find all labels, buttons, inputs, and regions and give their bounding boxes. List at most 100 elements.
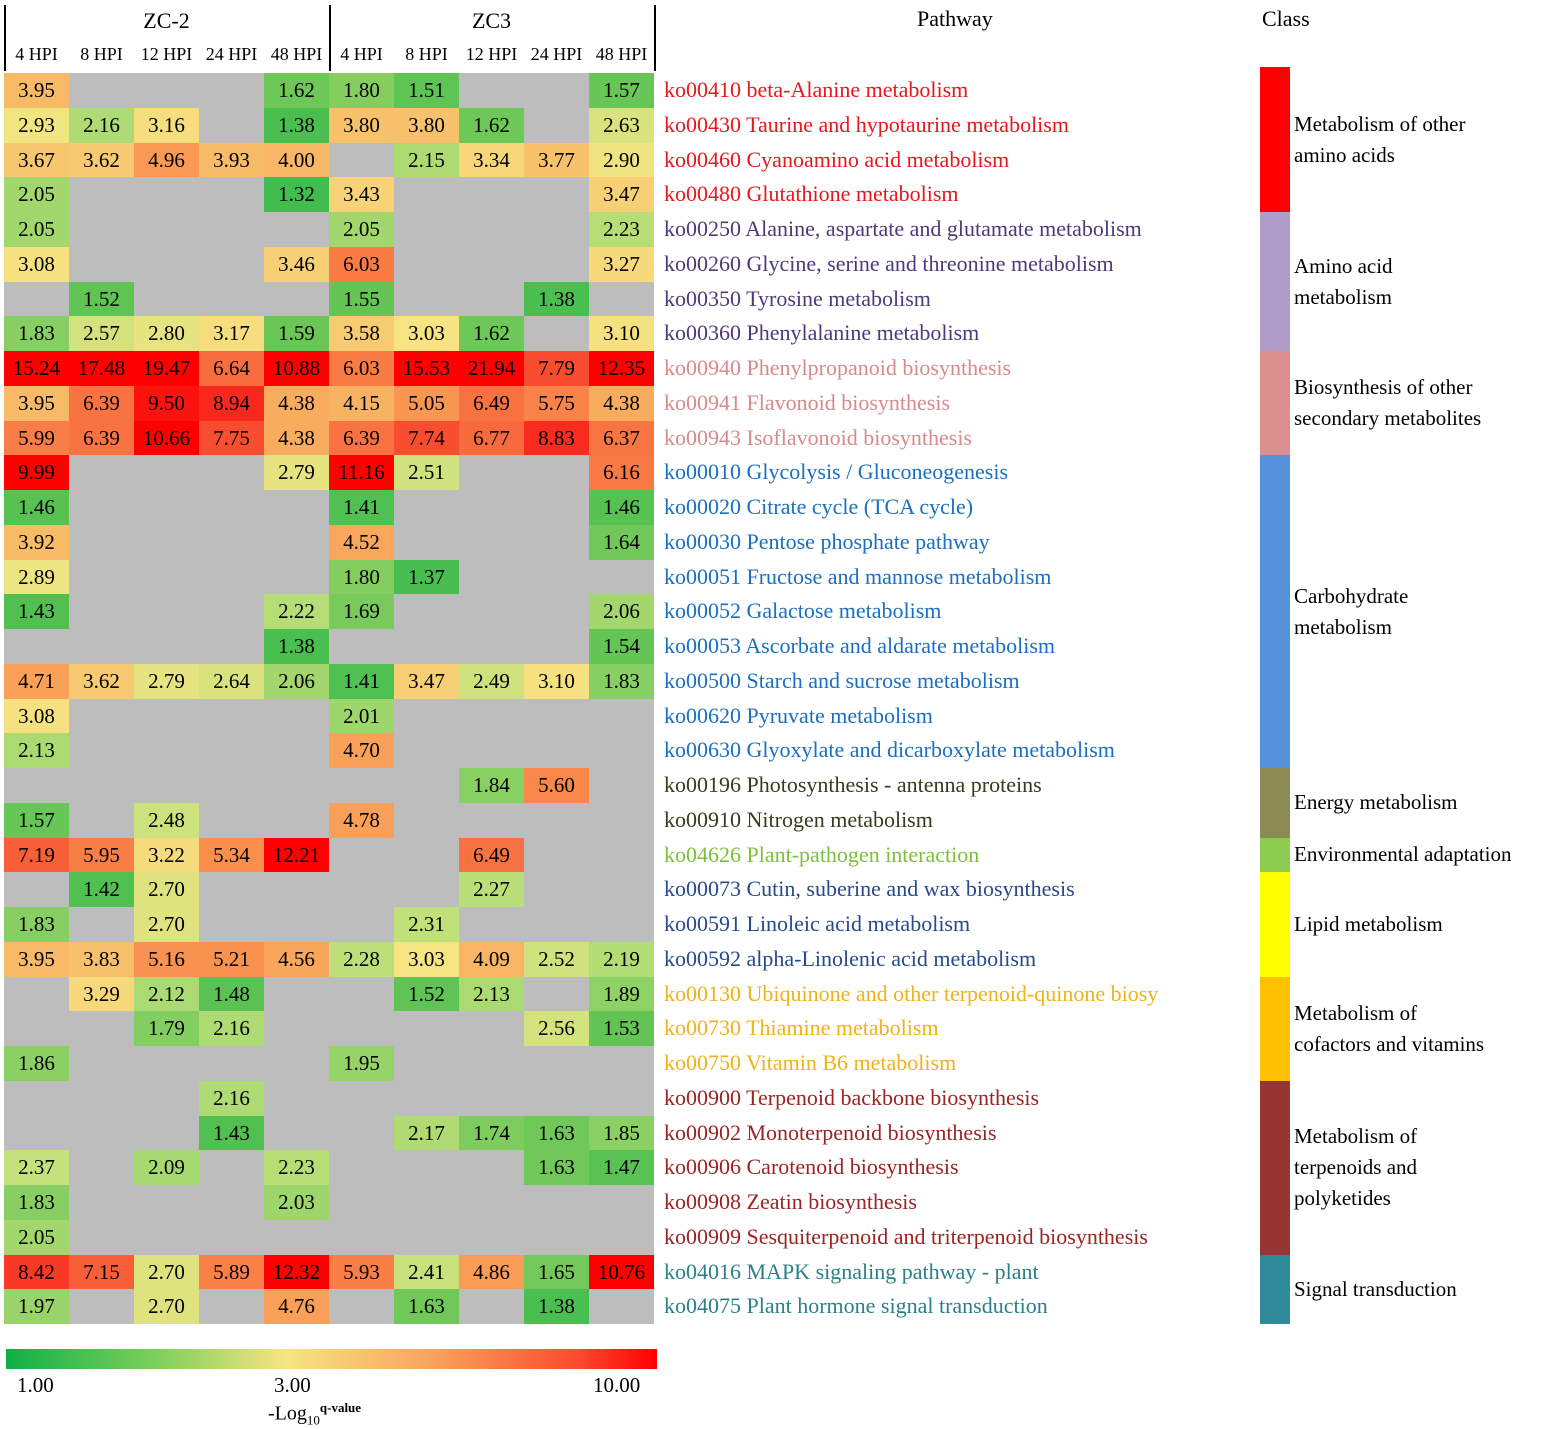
heatmap-cell <box>4 1080 69 1116</box>
column-header: 24 HPI <box>530 44 583 64</box>
heatmap-cell: 3.17 <box>199 316 264 351</box>
heatmap-cell: 5.75 <box>524 385 589 421</box>
heatmap-cell: 2.41 <box>394 1254 459 1290</box>
heatmap-cell <box>459 1185 524 1220</box>
heatmap-cell: 3.27 <box>589 246 654 282</box>
heatmap-cell <box>264 1080 329 1116</box>
heatmap-cell: 6.39 <box>329 420 394 456</box>
heatmap-cell: 4.56 <box>264 941 329 977</box>
heatmap-cell <box>459 73 524 108</box>
heatmap-cell: 1.57 <box>4 802 69 838</box>
class-color-band <box>1260 1080 1290 1255</box>
heatmap-cell: 7.75 <box>199 420 264 456</box>
class-label-line: Metabolism of <box>1294 1124 1418 1149</box>
pathway-label: ko00052 Galactose metabolism <box>664 598 942 624</box>
class-label-line: Energy metabolism <box>1294 790 1458 815</box>
color-scale-title-sub: 10 <box>306 1412 320 1428</box>
class-color-band <box>1260 455 1290 768</box>
heatmap-cell <box>264 907 329 942</box>
pathway-label: ko00940 Phenylpropanoid biosynthesis <box>664 355 1012 380</box>
heatmap-cell: 4.15 <box>329 385 394 421</box>
class-label: Biosynthesis of other secondary metabolit… <box>1294 372 1548 434</box>
heatmap-cell <box>394 768 459 803</box>
heatmap-cell <box>199 107 264 143</box>
heatmap-cell: 6.16 <box>589 455 654 490</box>
heatmap-cell: 2.19 <box>589 941 654 977</box>
pathway-label: ko00943 Isoflavonoid biosynthesis <box>664 424 972 450</box>
heatmap-cell: 3.08 <box>4 698 69 734</box>
heatmap-cell <box>329 1150 394 1185</box>
heatmap-cell <box>199 594 264 629</box>
heatmap-cell <box>524 455 589 490</box>
pathway-label: ko00196 Photosynthesis - antenna protein… <box>664 772 1042 797</box>
heatmap-cell <box>459 594 524 629</box>
heatmap-cell: 1.37 <box>394 559 459 595</box>
heatmap-cell <box>394 1046 459 1081</box>
class-label-line: Biosynthesis of other <box>1294 375 1473 400</box>
heatmap-cell <box>524 490 589 525</box>
heatmap-cell <box>199 212 264 247</box>
class-label-line: Lipid metabolism <box>1294 911 1443 936</box>
heatmap-cell: 1.59 <box>264 316 329 351</box>
heatmap-cell <box>589 281 654 317</box>
heatmap-cell <box>394 802 459 838</box>
heatmap-cell: 15.53 <box>394 351 459 386</box>
heatmap-cell <box>524 559 589 595</box>
heatmap-cell: 5.21 <box>199 941 264 977</box>
heatmap-cell: 5.93 <box>329 1254 394 1290</box>
heatmap-cell <box>69 1219 134 1255</box>
pathway-label: ko00910 Nitrogen metabolism <box>664 806 933 832</box>
heatmap-cell: 1.80 <box>329 559 394 595</box>
heatmap-cell <box>264 1219 329 1255</box>
heatmap-cell: 2.05 <box>4 177 69 212</box>
column-header: 4 HPI <box>340 44 383 64</box>
heatmap-cell: 2.51 <box>394 455 459 490</box>
group-divider <box>329 5 331 71</box>
heatmap-cell: 1.80 <box>329 73 394 108</box>
heatmap-cell: 17.48 <box>69 351 134 386</box>
color-scale-title-sup: q-value <box>319 1400 362 1415</box>
heatmap-cell: 4.09 <box>459 941 524 977</box>
heatmap-cell: 3.93 <box>199 142 264 178</box>
heatmap-cell: 4.00 <box>264 142 329 178</box>
heatmap-cell: 3.62 <box>69 142 134 178</box>
heatmap-cell <box>69 559 134 595</box>
class-label-line: polyketides <box>1294 1186 1391 1211</box>
heatmap-cell: 8.94 <box>199 385 264 421</box>
heatmap-cell <box>69 733 134 768</box>
heatmap-cell: 3.10 <box>589 316 654 351</box>
heatmap-cell <box>394 1219 459 1255</box>
heatmap-cell: 1.53 <box>589 1011 654 1046</box>
heatmap-cell: 1.38 <box>264 107 329 143</box>
heatmap-cell <box>134 629 199 664</box>
heatmap-cell <box>69 455 134 490</box>
class-label-line: terpenoids and <box>1294 1155 1418 1180</box>
pathway-label: ko00902 Monoterpenoid biosynthesis <box>664 1119 997 1145</box>
heatmap-cell <box>459 455 524 490</box>
heatmap-cell <box>524 246 589 282</box>
heatmap-cell <box>199 1046 264 1081</box>
heatmap-cell <box>394 698 459 734</box>
heatmap-cell <box>459 524 524 560</box>
heatmap-cell: 1.46 <box>4 490 69 525</box>
heatmap-cell <box>69 1046 134 1081</box>
heatmap-cell: 3.16 <box>134 107 199 143</box>
heatmap-cell <box>394 246 459 282</box>
color-scale-title: -Log10q-value <box>268 1400 361 1429</box>
heatmap-cell <box>459 733 524 768</box>
heatmap-cell: 4.52 <box>329 524 394 560</box>
column-header: 12 HPI <box>140 44 193 64</box>
heatmap-cell: 1.63 <box>394 1289 459 1324</box>
class-color-band <box>1260 212 1290 351</box>
heatmap-cell <box>264 1011 329 1046</box>
heatmap-cell: 4.71 <box>4 663 69 699</box>
heatmap-cell <box>199 1289 264 1324</box>
heatmap-cell <box>329 1289 394 1324</box>
heatmap-cell <box>134 733 199 768</box>
class-label: Lipid metabolism <box>1294 909 1548 940</box>
heatmap-cell: 2.70 <box>134 872 199 907</box>
heatmap-cell <box>264 802 329 838</box>
heatmap-cell <box>459 698 524 734</box>
heatmap-cell <box>69 212 134 247</box>
